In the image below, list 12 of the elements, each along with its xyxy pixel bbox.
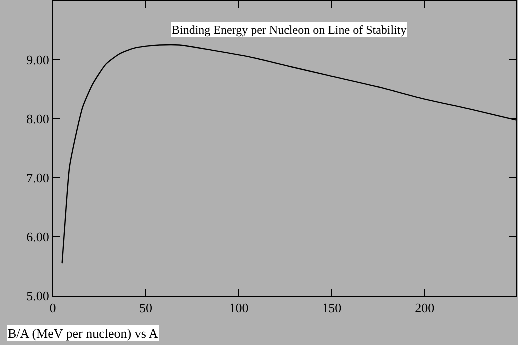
x-axis-title: B/A (MeV per nucleon) vs A	[8, 326, 159, 341]
x-tick-label: 0	[50, 300, 56, 316]
x-tick-label: 150	[322, 300, 342, 316]
text: Binding Energy per Nucleon on Line of Stability	[172, 23, 407, 37]
y-tick-label: 5.00	[26, 288, 50, 304]
y-tick-label: 6.00	[26, 230, 50, 245]
y-tick-label: 7.00	[26, 170, 50, 186]
x-tick-label: 200	[415, 300, 435, 316]
y-tick-label: 8.00	[26, 112, 50, 127]
x-tick-label: 100	[229, 300, 249, 316]
x-tick-label: 50	[139, 300, 152, 316]
y-tick-label: 9.00	[26, 52, 50, 68]
